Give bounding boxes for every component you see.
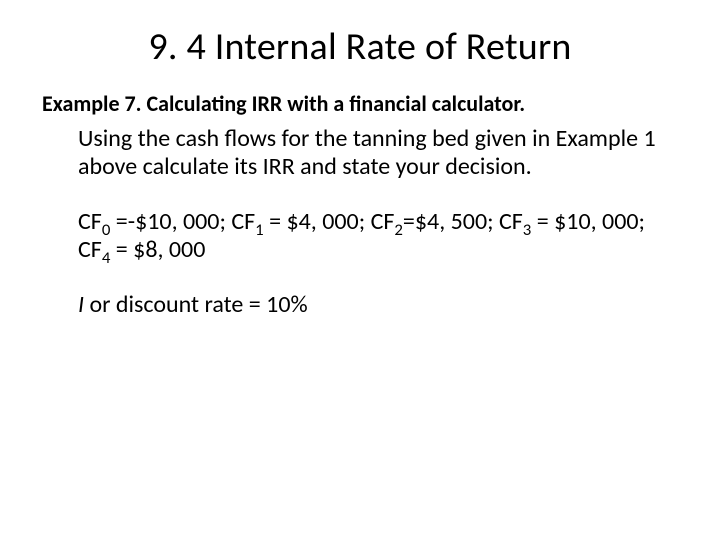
cf-label: CF bbox=[231, 207, 255, 236]
cf-label: CF bbox=[78, 235, 102, 264]
cf-value: = $8, 000 bbox=[110, 235, 205, 264]
cf-subscript: 1 bbox=[255, 219, 264, 240]
example-heading: Example 7. Calculating IRR with a financ… bbox=[42, 90, 678, 117]
slide-container: 9. 4 Internal Rate of Return Example 7. … bbox=[0, 0, 720, 540]
cf-value: =$4, 500 bbox=[403, 207, 487, 236]
cf-delimiter: ; bbox=[219, 207, 231, 236]
cf-label: CF bbox=[499, 207, 523, 236]
paragraph-discount-rate: I or discount rate = 10% bbox=[78, 291, 668, 319]
cf-label: CF bbox=[371, 207, 395, 236]
cf-delimiter: ; bbox=[639, 207, 645, 236]
discount-rate-text: or discount rate = 10% bbox=[84, 290, 308, 319]
cf-value: =-$10, 000 bbox=[110, 207, 219, 236]
cf-subscript: 2 bbox=[394, 219, 403, 240]
cf-delimiter: ; bbox=[487, 207, 499, 236]
body-content: Using the cash flows for the tanning bed… bbox=[42, 125, 678, 319]
paragraph-cashflows: CF0 =-$10, 000; CF1 = $4, 000; CF2=$4, 5… bbox=[78, 208, 668, 263]
cf-value: = $4, 000 bbox=[264, 207, 359, 236]
cf-label: CF bbox=[78, 207, 102, 236]
slide-title: 9. 4 Internal Rate of Return bbox=[42, 24, 678, 70]
cf-delimiter: ; bbox=[359, 207, 371, 236]
paragraph-problem: Using the cash flows for the tanning bed… bbox=[78, 125, 668, 180]
cf-value: = $10, 000 bbox=[531, 207, 638, 236]
